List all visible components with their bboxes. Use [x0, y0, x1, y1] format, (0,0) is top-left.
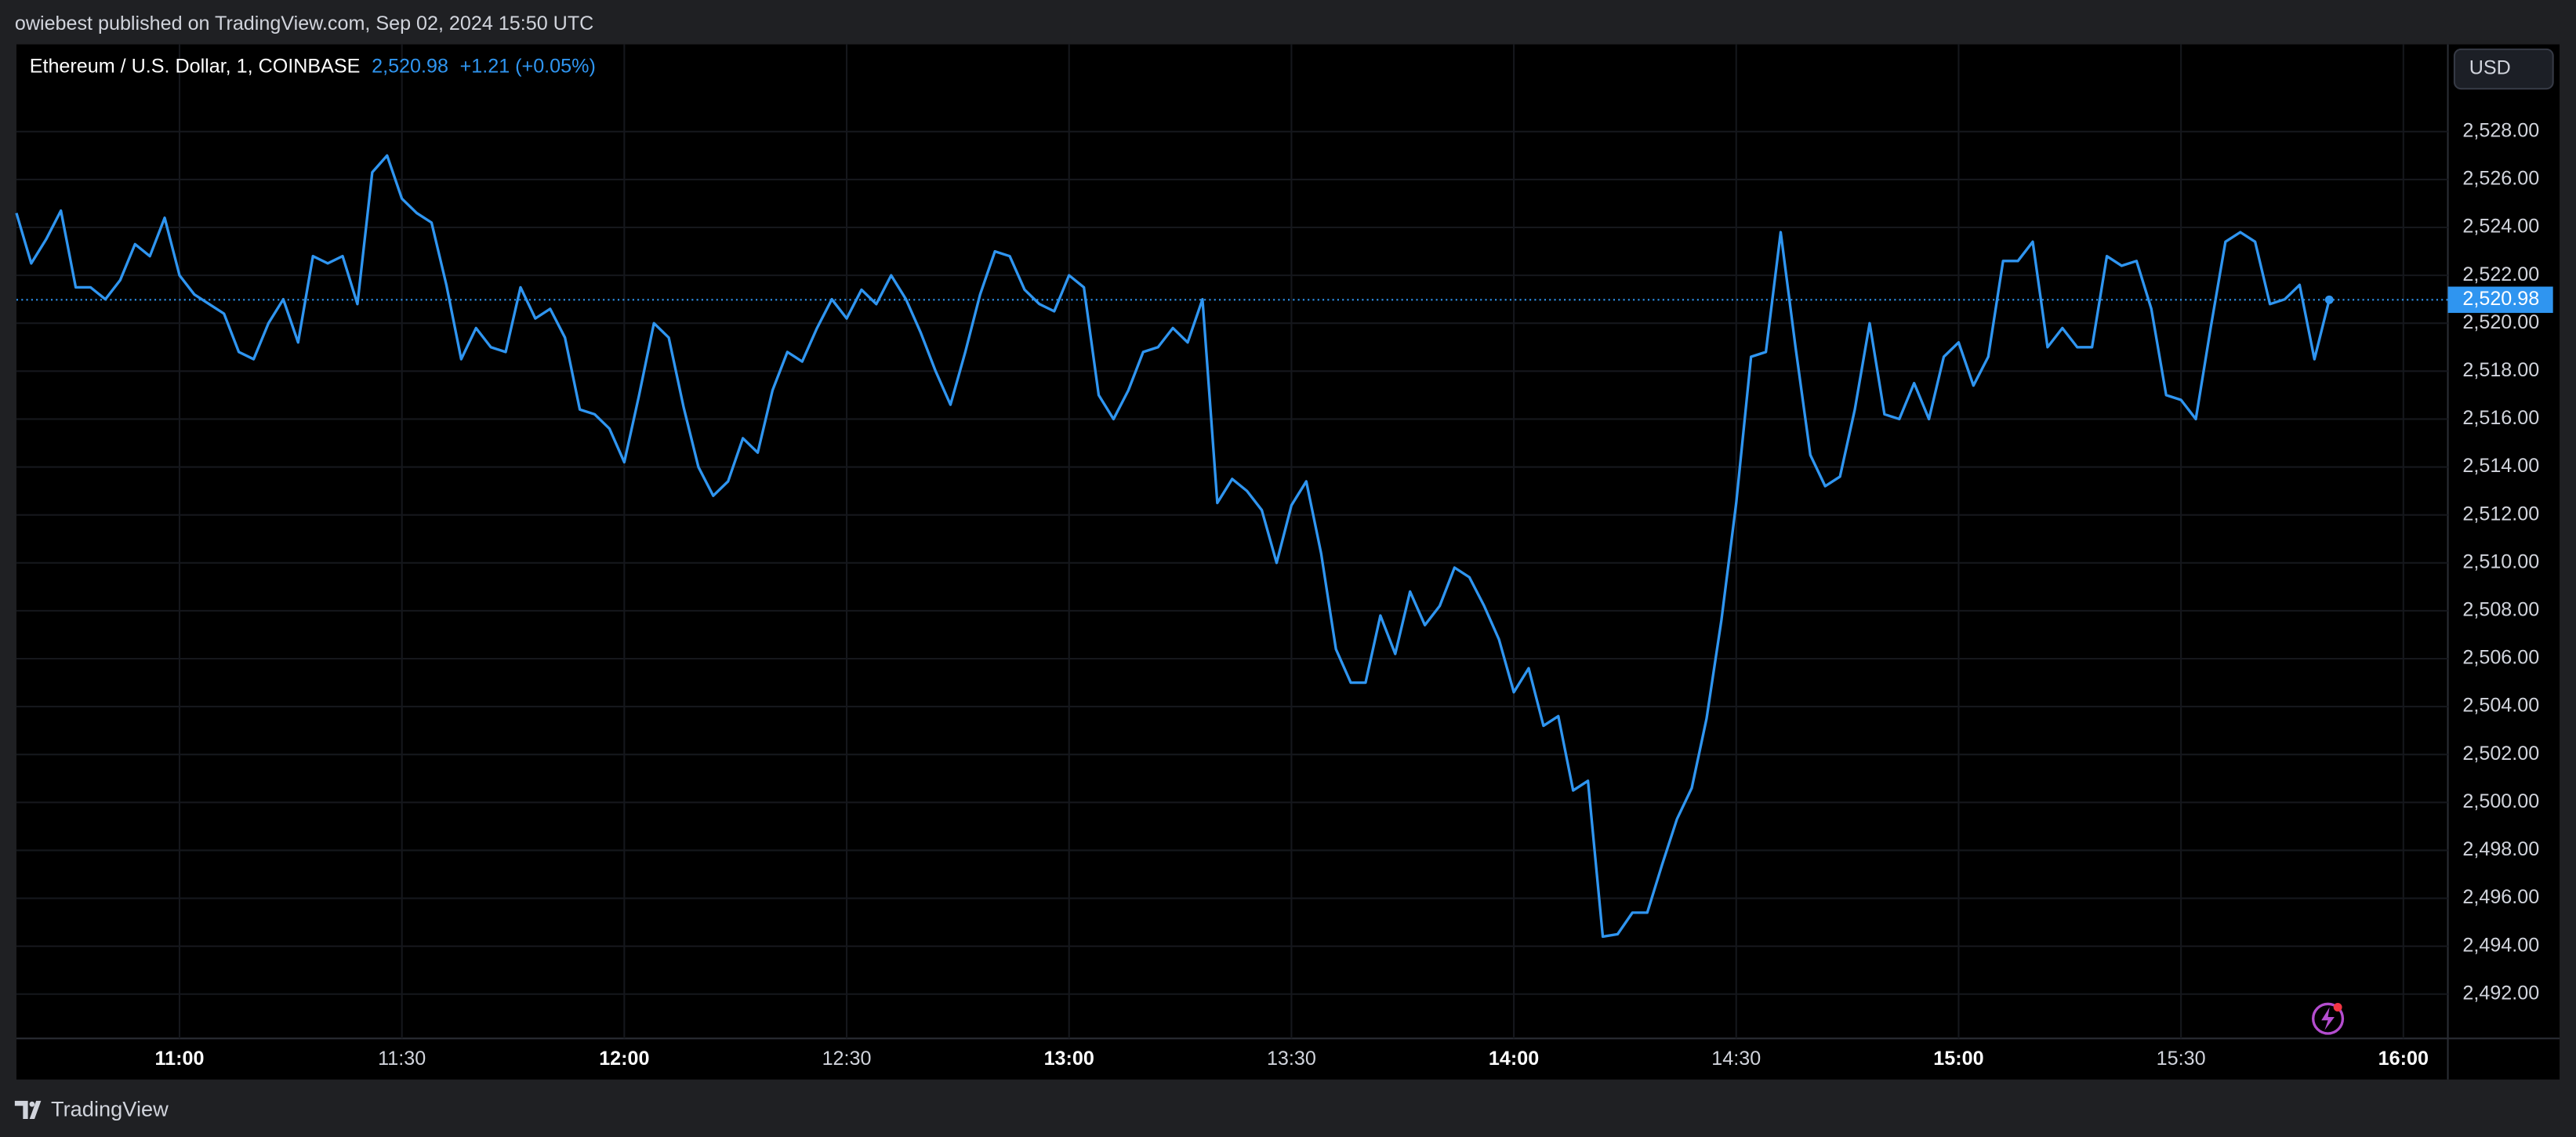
- grid: [16, 44, 2448, 1039]
- x-tick-label: 14:30: [1711, 1048, 1761, 1070]
- currency-button[interactable]: [2453, 48, 2554, 90]
- published-note: owiebest published on TradingView.com, S…: [15, 13, 593, 35]
- x-tick-label: 14:00: [1489, 1048, 1539, 1070]
- x-tick-label: 16:00: [2378, 1048, 2429, 1070]
- y-tick-label: 2,504.00: [2462, 695, 2539, 717]
- y-tick-label: 2,510.00: [2462, 550, 2539, 572]
- y-tick-label: 2,492.00: [2462, 982, 2539, 1004]
- alert-dot: [2333, 1003, 2342, 1012]
- y-tick-label: 2,512.00: [2462, 503, 2539, 525]
- currency-label: USD: [2469, 57, 2511, 79]
- symbol-title: Ethereum / U.S. Dollar, 1, COINBASE: [30, 56, 361, 78]
- y-tick-label: 2,496.00: [2462, 886, 2539, 908]
- brand-mark-dot: [29, 1101, 35, 1107]
- brand-name: TradingView: [51, 1097, 169, 1121]
- alert-icon[interactable]: [2312, 1002, 2345, 1035]
- y-tick-label: 2,520.00: [2462, 311, 2539, 333]
- y-tick-label: 2,518.00: [2462, 359, 2539, 381]
- x-tick-label: 15:00: [1933, 1048, 1983, 1070]
- price-line: [15, 154, 2331, 939]
- y-tick-label: 2,502.00: [2462, 743, 2539, 765]
- y-tick-label: 2,528.00: [2462, 119, 2539, 141]
- x-tick-label: 11:30: [378, 1048, 426, 1070]
- alert-bolt: [2321, 1007, 2335, 1030]
- brand-mark: [14, 1100, 42, 1119]
- y-tick-label: 2,526.00: [2462, 168, 2539, 190]
- y-tick-label: 2,516.00: [2462, 407, 2539, 429]
- chart-panel: [16, 44, 2560, 1080]
- y-tick-label: 2,522.00: [2462, 263, 2539, 285]
- legend: Ethereum / U.S. Dollar, 1, COINBASE 2,52…: [30, 56, 596, 78]
- price-change: +1.21 (+0.05%): [460, 56, 596, 78]
- x-tick-label: 15:30: [2157, 1048, 2206, 1070]
- x-tick-label: 13:30: [1267, 1048, 1316, 1070]
- y-tick-label: 2,500.00: [2462, 790, 2539, 812]
- last-price-badge: [2447, 286, 2553, 314]
- plot: [15, 154, 2448, 939]
- x-tick-label: 13:00: [1044, 1048, 1094, 1070]
- y-tick-label: 2,506.00: [2462, 647, 2539, 669]
- y-tick-label: 2,524.00: [2462, 216, 2539, 238]
- x-tick-label: 12:00: [599, 1048, 649, 1070]
- alert-ring: [2312, 1002, 2345, 1035]
- last-price: 2,520.98: [372, 56, 448, 78]
- y-tick-label: 2,508.00: [2462, 599, 2539, 621]
- x-tick-label: 11:00: [155, 1048, 205, 1070]
- y-tick-label: 2,498.00: [2462, 838, 2539, 860]
- y-tick-label: 2,514.00: [2462, 455, 2539, 477]
- y-tick-label: 2,494.00: [2462, 934, 2539, 956]
- brand-logo: [14, 1100, 42, 1119]
- x-tick-label: 12:30: [822, 1048, 872, 1070]
- last-price-badge-label: 2,520.98: [2462, 288, 2539, 310]
